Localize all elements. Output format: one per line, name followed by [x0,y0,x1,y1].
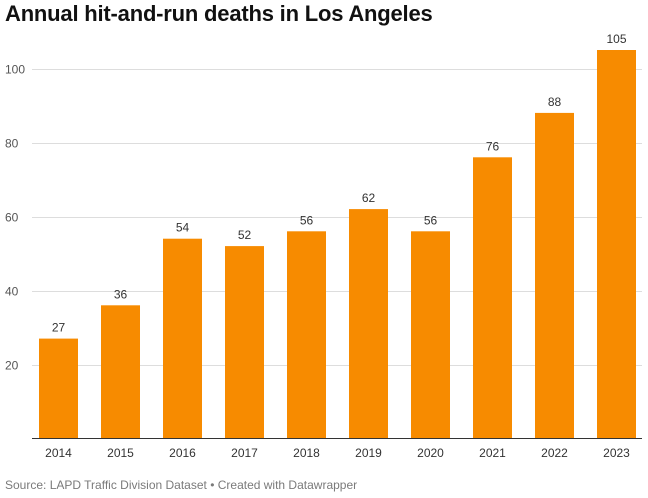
x-tick-label: 2016 [169,446,196,460]
y-tick-label: 100 [5,63,25,77]
source-footer: Source: LAPD Traffic Division Dataset • … [5,478,358,492]
x-tick-label: 2022 [541,446,568,460]
bar-value-label: 88 [548,95,562,109]
bar-value-label: 52 [238,228,252,242]
x-tick-label: 2014 [45,446,72,460]
y-tick-label: 40 [5,285,19,299]
bar-value-label: 27 [52,321,66,335]
bar [163,238,202,439]
bar [473,157,512,439]
x-tick-label: 2018 [293,446,320,460]
bar [287,231,326,439]
bar-value-label: 36 [114,287,128,301]
bar [225,246,264,439]
bar-value-label: 56 [424,213,438,227]
chart-title: Annual hit-and-run deaths in Los Angeles [5,1,433,26]
bar-value-label: 62 [362,191,376,205]
x-tick-label: 2020 [417,446,444,460]
bar [535,112,574,439]
bar [411,231,450,439]
bar [101,305,140,439]
bar-value-label: 56 [300,213,314,227]
y-tick-label: 20 [5,359,19,373]
bar [597,50,636,439]
bar-value-label: 105 [606,32,626,46]
x-tick-label: 2023 [603,446,630,460]
y-tick-label: 80 [5,137,19,151]
bar-value-label: 54 [176,221,190,235]
x-tick-label: 2021 [479,446,506,460]
bar [39,338,78,439]
x-tick-label: 2017 [231,446,258,460]
x-tick-label: 2015 [107,446,134,460]
y-tick-label: 60 [5,211,19,225]
bar [349,209,388,439]
bar-value-label: 76 [486,139,500,153]
x-tick-label: 2019 [355,446,382,460]
